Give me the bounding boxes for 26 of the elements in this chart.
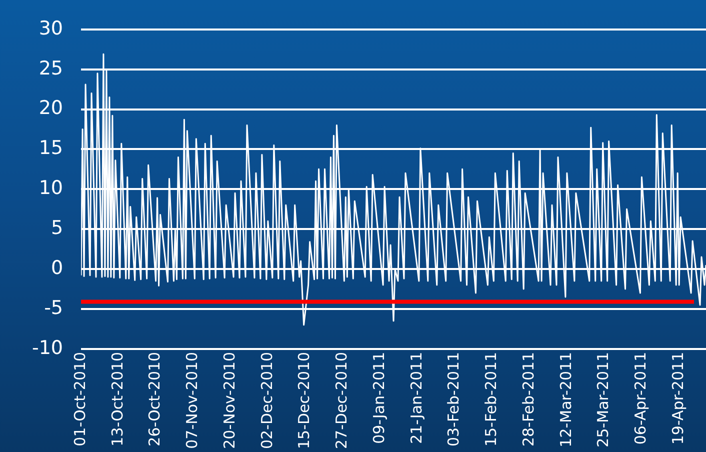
x-tick-label: 03-Feb-2011 (444, 352, 463, 447)
x-tick-label: 06-Apr-2011 (632, 352, 650, 445)
y-tick-label: 5 (50, 217, 64, 240)
x-tick-label: 09-Jan-2011 (370, 352, 388, 444)
y-tick-label: 10 (38, 177, 64, 200)
y-tick-label: 25 (38, 57, 64, 80)
x-tick-label: 19-Apr-2011 (668, 352, 687, 445)
x-tick-label: 15-Feb-2011 (482, 352, 500, 447)
x-tick-label: 12-Mar-2011 (556, 352, 575, 448)
x-tick-label: 20-Nov-2010 (220, 352, 238, 449)
y-tick-label: 20 (38, 97, 64, 120)
y-tick-label: -5 (44, 296, 64, 319)
x-tick-label: 25-Mar-2011 (594, 352, 612, 448)
x-tick-label: 27-Dec-2010 (332, 352, 351, 450)
y-tick-label: 30 (38, 17, 64, 40)
x-tick-label: 21-Jan-2011 (407, 352, 426, 444)
x-tick-label: 02-Dec-2010 (258, 352, 276, 450)
x-tick-label: 26-Oct-2010 (146, 352, 164, 446)
y-tick-label: 0 (50, 256, 64, 279)
x-tick-label: 01-Oct-2010 (70, 352, 89, 446)
y-tick-label: -10 (32, 336, 64, 359)
y-tick-label: 15 (38, 137, 64, 160)
x-tick-label: 28-Feb-2011 (519, 352, 538, 447)
x-tick-label: 15-Dec-2010 (295, 352, 314, 450)
x-tick-label: 13-Oct-2010 (108, 352, 126, 446)
x-tick-label: 07-Nov-2010 (183, 352, 202, 449)
